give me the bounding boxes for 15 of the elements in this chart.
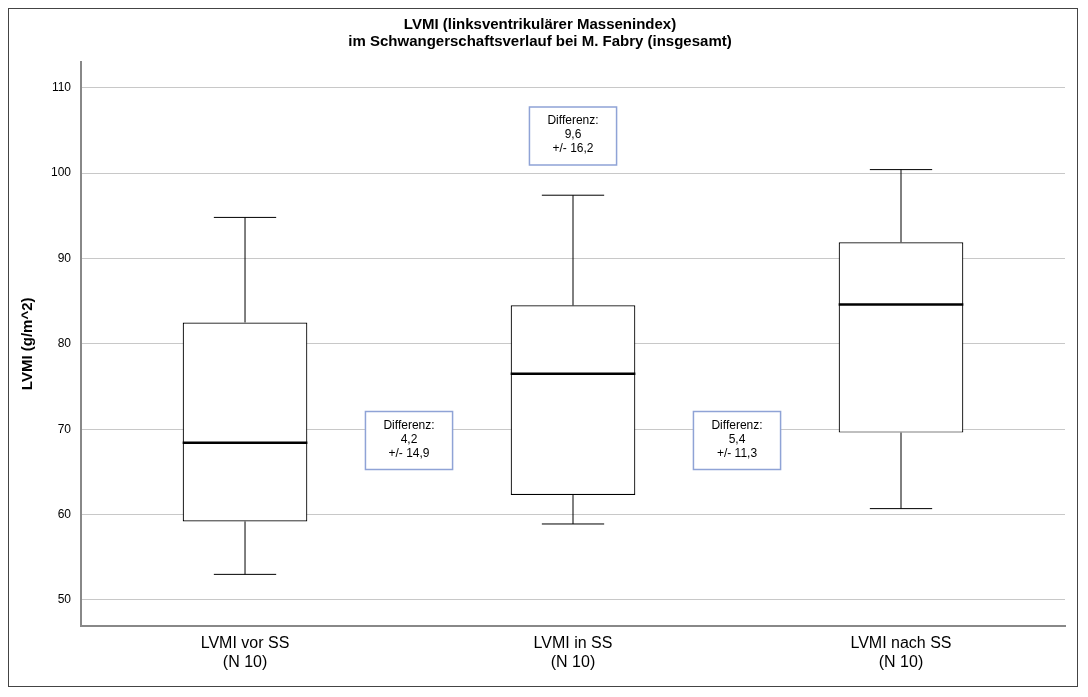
y-axis-title: LVMI (g/m^2) xyxy=(18,297,36,391)
chart-title: LVMI (linksventrikulärer Massenindex) im Schwangerschaftsverlauf bei M. Fabry (insgesamt) xyxy=(348,15,732,49)
x-tick-label: LVMI vor SS (N 10) xyxy=(200,633,290,670)
y-tick-label: 100 xyxy=(50,165,72,180)
y-tick-label: 50 xyxy=(57,592,72,607)
annotation: Differenz: 5,4 +/- 11,3 xyxy=(711,417,763,460)
annotation: Differenz: 9,6 +/- 16,2 xyxy=(547,113,599,156)
x-tick-label: LVMI in SS (N 10) xyxy=(533,633,613,670)
x-tick-label: LVMI nach SS (N 10) xyxy=(850,633,952,670)
y-tick-label: 110 xyxy=(51,79,72,94)
y-tick-label: 70 xyxy=(57,421,72,436)
y-tick-label: 60 xyxy=(57,506,72,521)
annotation: Differenz: 4,2 +/- 14,9 xyxy=(383,417,435,460)
y-tick-label: 80 xyxy=(57,336,72,351)
y-tick-label: 90 xyxy=(57,250,72,265)
